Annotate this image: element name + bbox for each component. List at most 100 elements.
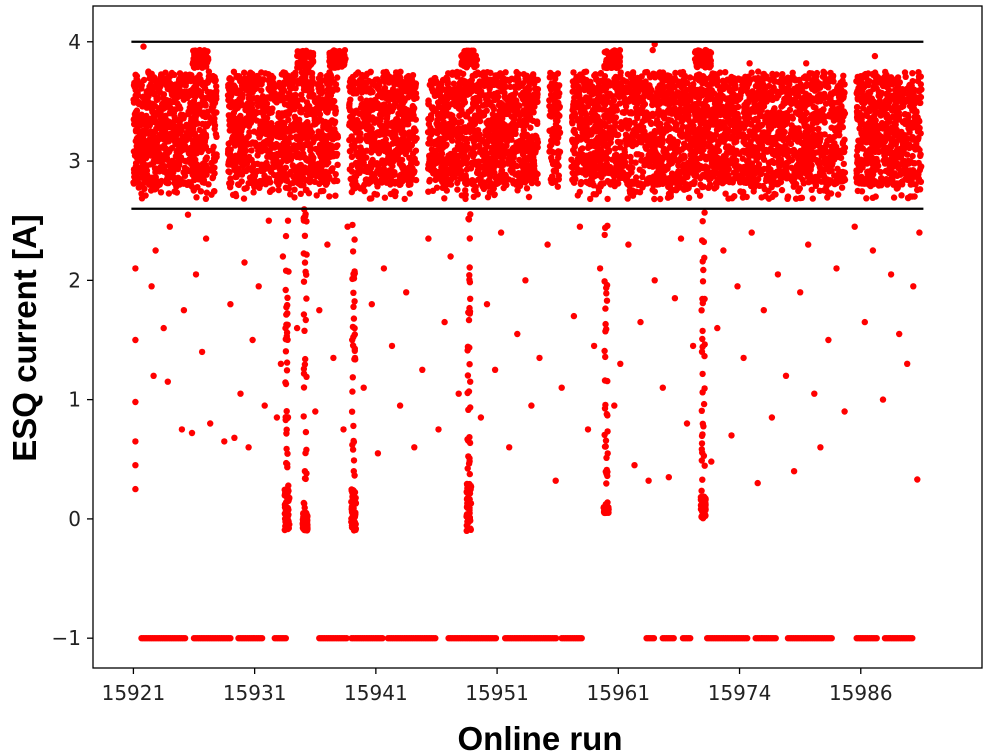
data-point xyxy=(706,90,713,97)
data-point xyxy=(243,100,251,108)
data-point xyxy=(907,167,914,174)
data-point xyxy=(606,116,614,124)
data-point xyxy=(444,112,451,119)
data-point xyxy=(185,167,192,175)
data-point xyxy=(248,100,256,108)
data-point xyxy=(831,140,838,147)
data-point xyxy=(612,145,619,152)
data-point xyxy=(639,118,646,125)
data-point xyxy=(225,168,232,175)
data-point xyxy=(633,174,640,181)
data-point xyxy=(347,122,355,130)
data-point xyxy=(740,124,748,132)
data-point xyxy=(673,112,681,120)
data-point xyxy=(855,137,862,144)
data-point xyxy=(258,87,265,94)
data-point xyxy=(371,119,378,126)
data-point xyxy=(442,92,450,100)
data-point xyxy=(346,113,354,121)
data-point xyxy=(627,153,634,161)
data-point xyxy=(828,162,836,169)
data-point xyxy=(569,136,576,143)
data-point xyxy=(251,128,258,135)
data-point xyxy=(901,170,909,178)
data-point xyxy=(820,171,827,178)
data-point xyxy=(130,82,138,89)
data-point xyxy=(671,105,678,112)
data-point xyxy=(476,143,483,151)
data-point xyxy=(456,85,463,93)
data-point xyxy=(574,155,582,162)
data-point xyxy=(426,178,433,185)
data-point xyxy=(905,84,913,91)
data-point xyxy=(616,175,623,182)
data-point xyxy=(570,101,577,108)
data-point xyxy=(334,177,341,185)
data-point xyxy=(888,92,896,100)
data-point xyxy=(902,176,909,183)
data-point xyxy=(912,181,919,188)
data-point xyxy=(435,168,442,176)
data-point xyxy=(891,154,898,161)
data-point xyxy=(390,104,397,111)
data-point xyxy=(797,81,804,88)
data-point xyxy=(840,160,847,168)
data-point xyxy=(775,110,782,118)
data-point xyxy=(332,110,339,117)
data-point xyxy=(552,102,559,110)
data-point xyxy=(307,147,314,154)
data-point xyxy=(180,96,187,103)
data-point xyxy=(571,149,578,157)
data-point xyxy=(140,76,148,84)
data-point xyxy=(507,83,514,91)
data-point xyxy=(211,110,218,117)
data-point xyxy=(728,80,735,87)
data-point xyxy=(306,126,313,133)
data-point xyxy=(309,139,317,146)
data-point xyxy=(208,159,215,167)
data-point xyxy=(322,168,330,175)
data-point xyxy=(463,166,471,173)
data-point xyxy=(198,101,205,109)
data-point xyxy=(717,158,725,165)
data-point xyxy=(494,89,501,97)
data-point xyxy=(385,97,392,104)
data-point xyxy=(308,87,315,94)
data-point xyxy=(604,163,611,170)
data-point xyxy=(906,129,913,136)
data-point xyxy=(332,171,339,178)
data-point xyxy=(307,133,314,140)
data-point xyxy=(788,122,795,129)
data-point xyxy=(767,166,774,173)
data-point xyxy=(315,128,322,135)
data-point xyxy=(169,157,176,164)
data-point xyxy=(826,93,834,100)
data-point xyxy=(505,176,512,183)
data-point xyxy=(629,142,636,150)
data-point xyxy=(571,141,579,148)
data-point xyxy=(308,93,316,100)
data-point xyxy=(506,77,513,85)
data-point xyxy=(612,119,619,127)
data-point xyxy=(550,167,557,174)
data-point xyxy=(514,101,521,109)
data-point xyxy=(578,178,585,186)
data-point xyxy=(369,114,376,121)
data-point xyxy=(836,147,843,155)
data-point xyxy=(808,124,815,132)
data-point xyxy=(437,83,445,90)
data-point xyxy=(465,108,472,116)
data-point xyxy=(667,117,675,124)
data-point xyxy=(586,166,594,174)
data-point xyxy=(638,139,645,146)
data-point xyxy=(195,176,202,183)
data-point xyxy=(917,81,924,88)
data-point xyxy=(382,158,389,165)
data-point xyxy=(729,146,736,153)
data-point xyxy=(411,137,419,144)
data-point xyxy=(491,96,498,104)
data-point xyxy=(145,120,152,128)
data-point xyxy=(271,144,278,151)
data-point xyxy=(379,94,386,101)
